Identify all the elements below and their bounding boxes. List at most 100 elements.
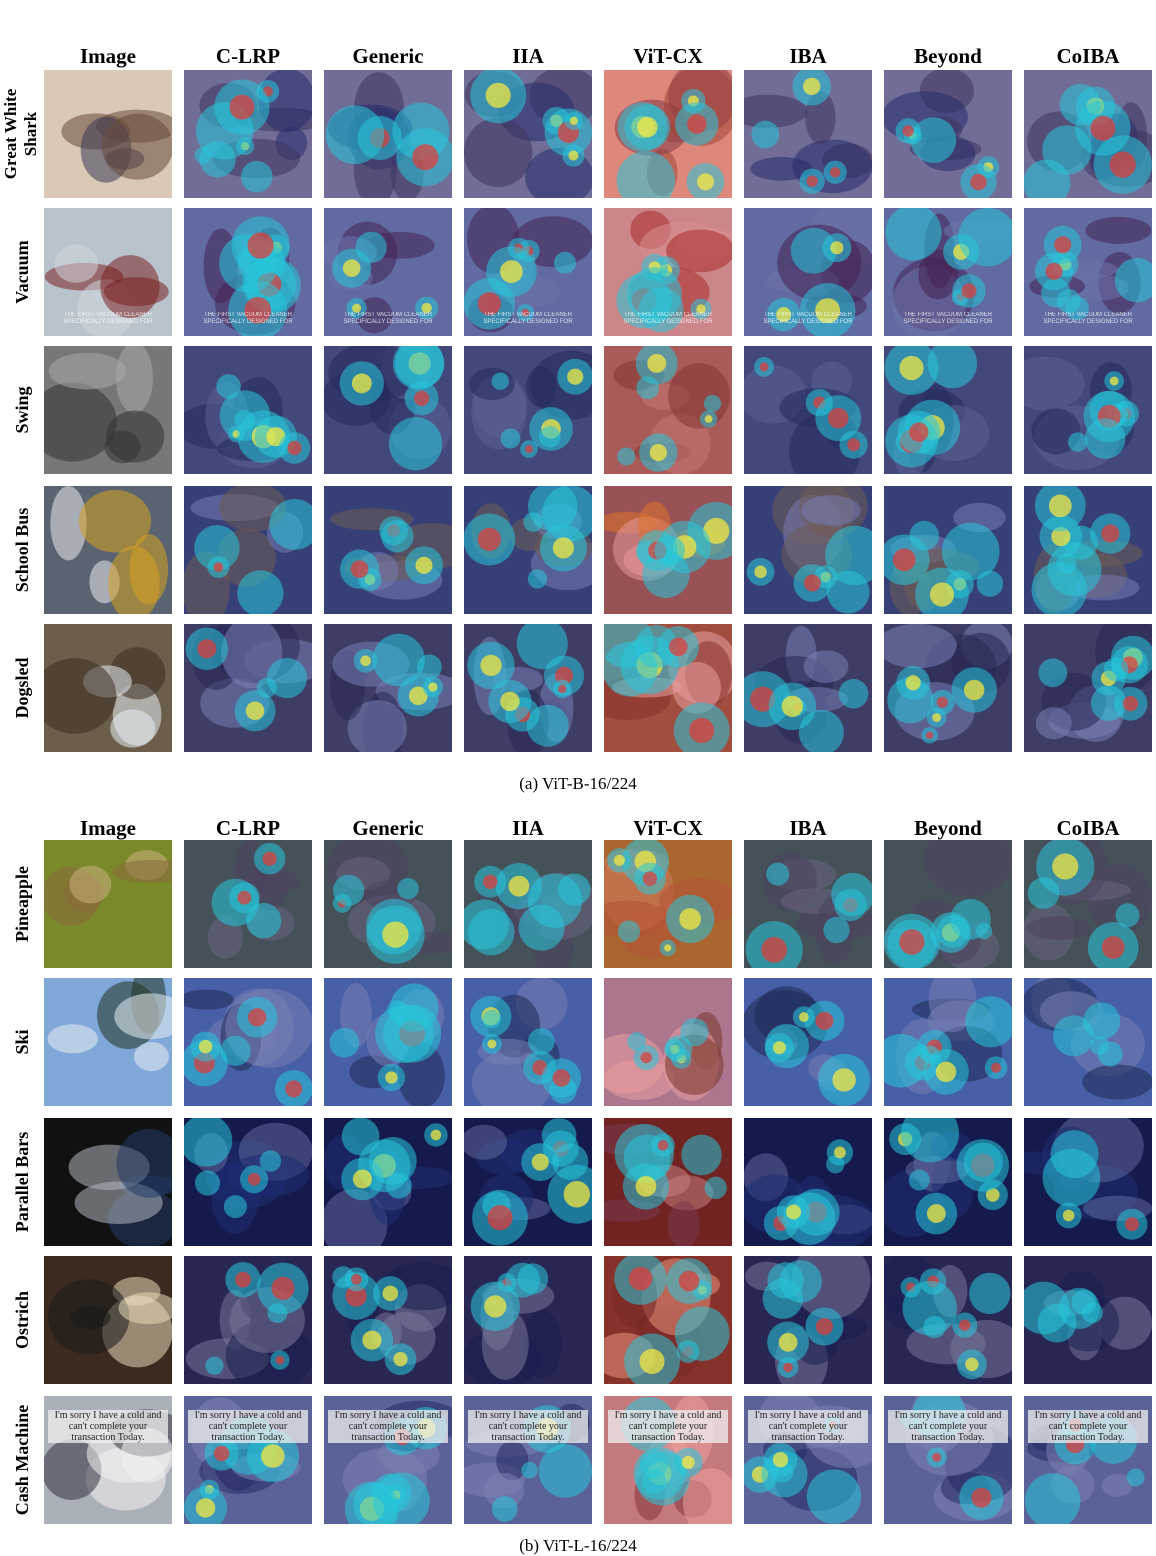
input-image	[44, 1118, 172, 1246]
attribution-heatmap	[324, 486, 452, 614]
column-header: IIA	[512, 44, 544, 68]
attribution-heatmap: THE FIRST VACUUM CLEANER SPECIFICALLY DE…	[464, 208, 592, 336]
attribution-heatmap	[324, 346, 452, 474]
attribution-heatmap	[184, 70, 312, 198]
attribution-heatmap: I'm sorry I have a cold and can't comple…	[884, 1396, 1012, 1524]
attribution-heatmap	[744, 486, 872, 614]
row-label: Pineapple	[12, 866, 32, 943]
attribution-heatmap	[884, 840, 1012, 968]
attribution-heatmap	[324, 840, 452, 968]
attribution-heatmap	[184, 978, 312, 1106]
attribution-heatmap: THE FIRST VACUUM CLEANER SPECIFICALLY DE…	[604, 208, 732, 336]
attribution-heatmap: I'm sorry I have a cold and can't comple…	[184, 1396, 312, 1524]
image-overlay-text: I'm sorry I have a cold and can't comple…	[48, 1410, 168, 1443]
input-image: THE FIRST VACUUM CLEANER SPECIFICALLY DE…	[44, 208, 172, 336]
input-image	[44, 1256, 172, 1384]
attribution-heatmap	[464, 346, 592, 474]
attribution-heatmap	[744, 978, 872, 1106]
image-overlay-text: I'm sorry I have a cold and can't comple…	[1028, 1410, 1148, 1443]
column-header: C-LRP	[215, 816, 281, 840]
panel-caption: (b) ViT-L-16/224	[519, 1536, 637, 1555]
attribution-heatmap	[744, 624, 872, 752]
attribution-heatmap: THE FIRST VACUUM CLEANER SPECIFICALLY DE…	[884, 208, 1012, 336]
attribution-heatmap	[464, 840, 592, 968]
column-header: CoIBA	[1056, 44, 1120, 68]
attribution-heatmap	[184, 840, 312, 968]
attribution-heatmap	[464, 1256, 592, 1384]
panel-caption: (a) ViT-B-16/224	[519, 774, 637, 793]
attribution-heatmap: THE FIRST VACUUM CLEANER SPECIFICALLY DE…	[744, 208, 872, 336]
image-overlay-text: THE FIRST VACUUM CLEANER SPECIFICALLY DE…	[483, 312, 573, 325]
attribution-heatmap	[744, 1118, 872, 1246]
image-overlay-text: THE FIRST VACUUM CLEANER SPECIFICALLY DE…	[623, 312, 713, 325]
attribution-heatmap: THE FIRST VACUUM CLEANER SPECIFICALLY DE…	[184, 208, 312, 336]
attribution-heatmap: I'm sorry I have a cold and can't comple…	[464, 1396, 592, 1524]
column-header: IBA	[789, 44, 827, 68]
attribution-heatmap	[744, 1256, 872, 1384]
attribution-heatmap	[1024, 624, 1152, 752]
attribution-heatmap	[884, 1256, 1012, 1384]
attribution-heatmap	[324, 978, 452, 1106]
attribution-heatmap	[464, 978, 592, 1106]
attribution-heatmap	[184, 1256, 312, 1384]
input-image	[44, 346, 172, 474]
image-overlay-text: I'm sorry I have a cold and can't comple…	[748, 1410, 868, 1443]
row-label: Ostrich	[12, 1291, 32, 1349]
attribution-heatmap	[324, 624, 452, 752]
attribution-heatmap	[604, 346, 732, 474]
column-header: ViT-CX	[633, 816, 703, 840]
attribution-heatmap	[184, 624, 312, 752]
row-label: Cash Machine	[12, 1404, 32, 1516]
attribution-heatmap	[324, 1256, 452, 1384]
attribution-heatmap	[184, 486, 312, 614]
attribution-heatmap	[744, 70, 872, 198]
column-header: Beyond	[914, 44, 982, 68]
input-image	[44, 70, 172, 198]
column-header: IBA	[789, 816, 827, 840]
attribution-heatmap: I'm sorry I have a cold and can't comple…	[1024, 1396, 1152, 1524]
attribution-heatmap	[324, 1118, 452, 1246]
image-overlay-text: THE FIRST VACUUM CLEANER SPECIFICALLY DE…	[63, 312, 153, 325]
attribution-heatmap	[1024, 70, 1152, 198]
row-label: School Bus	[12, 507, 32, 593]
attribution-heatmap	[604, 70, 732, 198]
row-label: Parallel Bars	[12, 1131, 32, 1233]
attribution-heatmap: I'm sorry I have a cold and can't comple…	[604, 1396, 732, 1524]
input-image	[44, 978, 172, 1106]
row-label: Dogsled	[12, 657, 32, 719]
attribution-heatmap	[744, 346, 872, 474]
attribution-heatmap	[1024, 346, 1152, 474]
attribution-heatmap: I'm sorry I have a cold and can't comple…	[744, 1396, 872, 1524]
attribution-heatmap	[1024, 486, 1152, 614]
attribution-heatmap: I'm sorry I have a cold and can't comple…	[324, 1396, 452, 1524]
attribution-heatmap: THE FIRST VACUUM CLEANER SPECIFICALLY DE…	[1024, 208, 1152, 336]
image-overlay-text: THE FIRST VACUUM CLEANER SPECIFICALLY DE…	[203, 312, 293, 325]
attribution-heatmap	[1024, 978, 1152, 1106]
attribution-heatmap	[884, 486, 1012, 614]
attribution-heatmap	[324, 70, 452, 198]
input-image	[44, 840, 172, 968]
column-header: CoIBA	[1056, 816, 1120, 840]
attribution-heatmap	[604, 1118, 732, 1246]
attribution-heatmap	[604, 624, 732, 752]
image-overlay-text: I'm sorry I have a cold and can't comple…	[888, 1410, 1008, 1443]
attribution-heatmap	[1024, 1118, 1152, 1246]
attribution-heatmap	[464, 1118, 592, 1246]
attribution-heatmap	[464, 486, 592, 614]
column-header: Image	[80, 816, 136, 840]
column-header: Image	[80, 44, 136, 68]
row-label: Swing	[12, 386, 32, 434]
attribution-heatmap	[884, 624, 1012, 752]
attribution-heatmap	[464, 624, 592, 752]
image-overlay-text: THE FIRST VACUUM CLEANER SPECIFICALLY DE…	[343, 312, 433, 325]
input-image: I'm sorry I have a cold and can't comple…	[44, 1396, 172, 1524]
attribution-heatmap	[604, 840, 732, 968]
image-overlay-text: THE FIRST VACUUM CLEANER SPECIFICALLY DE…	[763, 312, 853, 325]
attribution-heatmap	[1024, 1256, 1152, 1384]
row-label: Vacuum	[12, 240, 32, 304]
attribution-heatmap	[884, 70, 1012, 198]
attribution-heatmap	[1024, 840, 1152, 968]
attribution-heatmap	[884, 978, 1012, 1106]
column-header: C-LRP	[215, 44, 281, 68]
column-header: ViT-CX	[633, 44, 703, 68]
